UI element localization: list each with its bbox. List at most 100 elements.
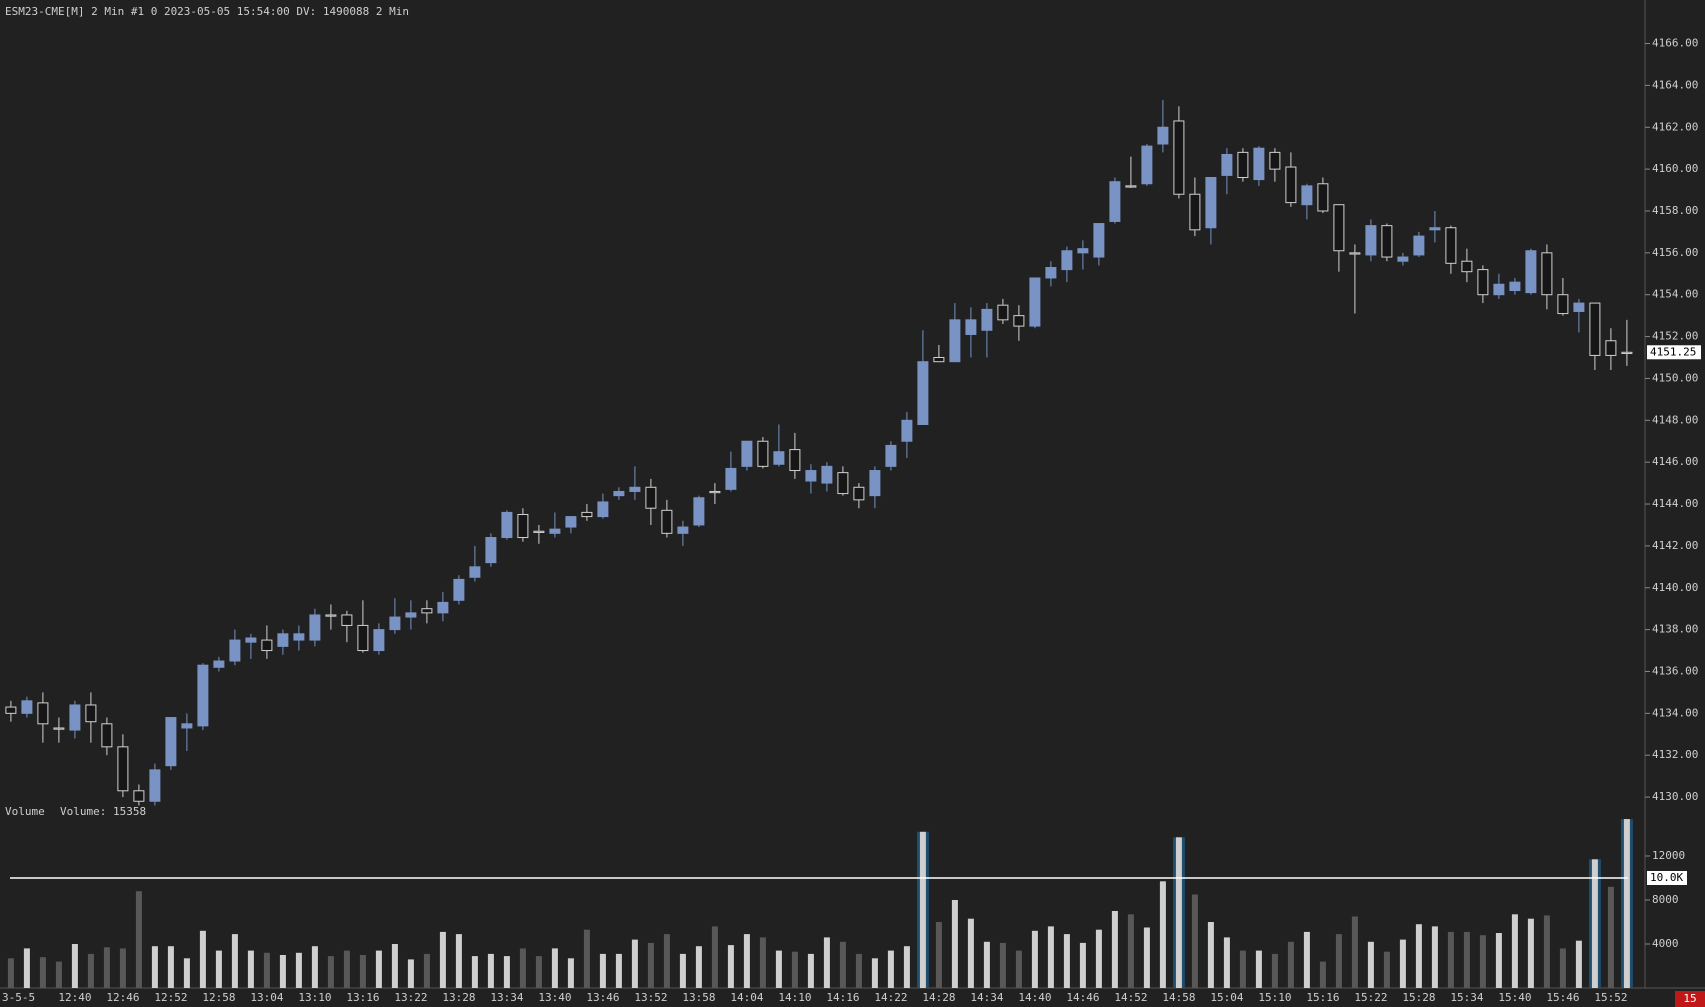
y-tick-label: 4160.00 — [1652, 162, 1698, 175]
countdown-label: 15 — [1683, 992, 1696, 1005]
candle-body — [1093, 223, 1105, 258]
candle-body — [517, 513, 529, 539]
volume-bar — [935, 922, 942, 988]
x-tick-label: 14:34 — [970, 991, 1003, 1004]
candle-body — [1541, 252, 1553, 296]
volume-bar — [1303, 931, 1310, 988]
y-tick-label: 4134.00 — [1652, 706, 1698, 719]
last-price-box — [1647, 345, 1701, 360]
candle-body — [709, 490, 721, 494]
candle-body — [1557, 294, 1569, 315]
volume-bar — [1511, 914, 1518, 988]
candle-body — [1605, 340, 1617, 356]
candle-body — [613, 490, 625, 497]
candle-body — [1509, 281, 1521, 292]
candle-body — [1397, 256, 1409, 262]
candle-body — [1349, 252, 1361, 255]
candle-body — [1173, 120, 1185, 195]
x-tick-label: 13:28 — [442, 991, 475, 1004]
x-tick-label: 14:52 — [1114, 991, 1147, 1004]
candle-body — [629, 486, 641, 492]
volume-bar — [391, 944, 398, 988]
y-tick-label: 4140.00 — [1652, 581, 1698, 594]
volume-bar — [1623, 819, 1630, 988]
x-tick-label: 15:28 — [1402, 991, 1435, 1004]
candle-body — [533, 530, 545, 533]
volume-bar — [1207, 922, 1214, 988]
candle-body — [1285, 166, 1297, 204]
volume-bar — [727, 945, 734, 988]
volume-bar — [183, 958, 190, 988]
volume-bar — [903, 946, 910, 988]
candle-body — [1589, 302, 1601, 356]
volume-bar — [327, 956, 334, 988]
study-subtitle: Volume: 15358 — [60, 805, 146, 818]
volume-bar — [231, 934, 238, 988]
candle-body — [133, 790, 145, 802]
candle-body — [1221, 153, 1233, 176]
candle-body — [69, 704, 81, 731]
candle-body — [677, 526, 689, 534]
candle-body — [1365, 225, 1377, 256]
y-tick-label: 4136.00 — [1652, 664, 1698, 677]
x-tick-label: 13:52 — [634, 991, 667, 1004]
candle-body — [37, 702, 49, 725]
candle-body — [789, 449, 801, 472]
candle-body — [1237, 151, 1249, 178]
volume-bar — [1079, 942, 1086, 988]
volume-bar — [823, 937, 830, 988]
candle-body — [357, 624, 369, 652]
candle-body — [837, 472, 849, 495]
volume-bar — [71, 944, 78, 988]
x-tick-label: 13:58 — [682, 991, 715, 1004]
volume-bar — [567, 958, 574, 988]
volume-bar — [439, 931, 446, 988]
volume-bar — [695, 946, 702, 988]
y-tick-label: 4162.00 — [1652, 120, 1698, 133]
y-tick-label: 4132.00 — [1652, 748, 1698, 761]
volume-bar — [407, 959, 414, 988]
volume-bar — [1175, 837, 1182, 988]
volume-bar — [999, 942, 1006, 988]
volume-bar — [103, 947, 110, 988]
candle-body — [1477, 269, 1489, 296]
candle-body — [437, 601, 449, 614]
candle-body — [1621, 351, 1633, 354]
candle-body — [661, 509, 673, 534]
candle-body — [1013, 315, 1025, 327]
volume-bar — [1271, 953, 1278, 988]
y-tick-label: 4142.00 — [1652, 539, 1698, 552]
study-title: Volume — [5, 805, 45, 818]
volume-bar — [807, 953, 814, 988]
candle-body — [821, 465, 833, 484]
candle-body — [981, 308, 993, 331]
volume-bar — [1319, 961, 1326, 988]
volume-bar — [199, 930, 206, 988]
volume-bar — [1111, 911, 1118, 988]
volume-bar — [1127, 914, 1134, 988]
candle-body — [1125, 185, 1137, 188]
volume-bar — [1255, 950, 1262, 988]
volume-bar — [343, 950, 350, 988]
candle-body — [405, 612, 417, 618]
candle-body — [85, 704, 97, 723]
candle-body — [469, 566, 481, 578]
volume-bar — [1223, 937, 1230, 988]
candle-body — [1461, 260, 1473, 273]
volume-bar — [247, 950, 254, 988]
candle-body — [1413, 235, 1425, 256]
y-tick-label: 4138.00 — [1652, 623, 1698, 636]
candle-body — [869, 470, 881, 497]
volume-bar — [679, 953, 686, 988]
candle-body — [1141, 145, 1153, 185]
candle-body — [997, 304, 1009, 321]
candle-body — [1333, 204, 1345, 252]
candle-body — [1077, 248, 1089, 254]
candle-body — [645, 486, 657, 509]
candle-body — [901, 419, 913, 442]
volume-bar — [1031, 930, 1038, 988]
x-tick-label: 15:40 — [1498, 991, 1531, 1004]
candle-body — [1189, 193, 1201, 231]
volume-bar — [1463, 931, 1470, 988]
